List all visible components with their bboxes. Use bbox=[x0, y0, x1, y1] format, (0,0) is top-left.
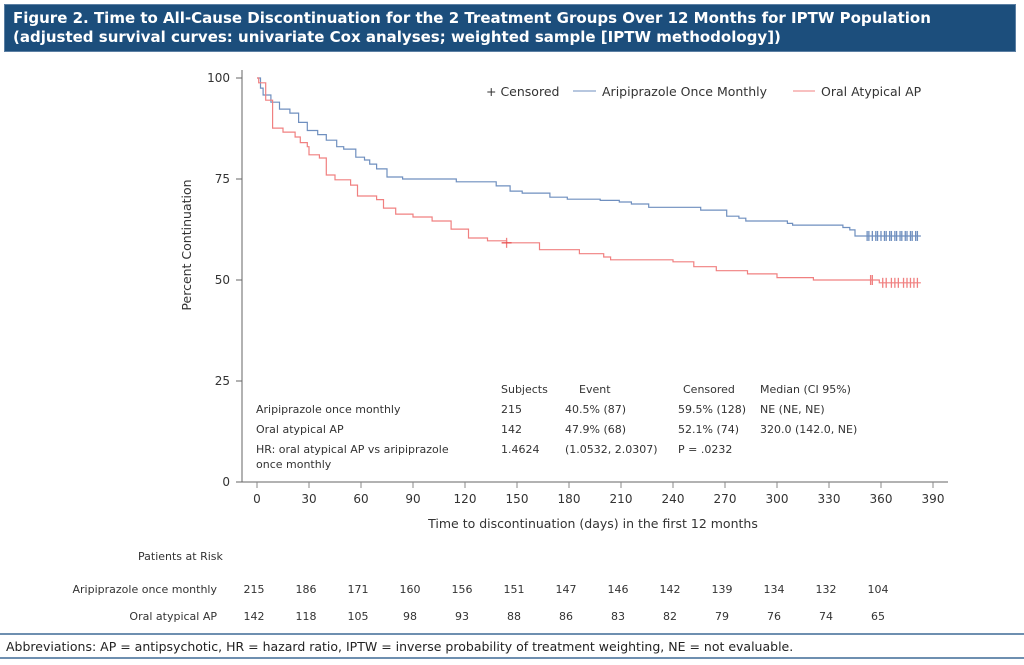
y-tick-label: 50 bbox=[215, 273, 230, 287]
at-risk-value: 160 bbox=[400, 583, 421, 596]
stats-row-label: Oral atypical AP bbox=[256, 423, 344, 436]
stats-cell: 142 bbox=[501, 423, 522, 436]
x-tick-label: 300 bbox=[766, 492, 789, 506]
x-tick-label: 150 bbox=[506, 492, 529, 506]
at-risk-value: 65 bbox=[871, 610, 885, 623]
at-risk-value: 186 bbox=[296, 583, 317, 596]
at-risk-value: 142 bbox=[660, 583, 681, 596]
at-risk-value: 79 bbox=[715, 610, 729, 623]
stats-cell: 59.5% (128) bbox=[678, 403, 746, 416]
at-risk-value: 83 bbox=[611, 610, 625, 623]
curves bbox=[257, 77, 921, 288]
x-tick-label: 270 bbox=[714, 492, 737, 506]
x-tick-label: 180 bbox=[558, 492, 581, 506]
at-risk-value: 142 bbox=[244, 610, 265, 623]
stats-row-label: Aripiprazole once monthly bbox=[256, 403, 401, 416]
at-risk-value: 134 bbox=[764, 583, 785, 596]
at-risk-value: 139 bbox=[712, 583, 733, 596]
x-tick-label: 240 bbox=[662, 492, 685, 506]
y-tick-label: 0 bbox=[222, 475, 230, 489]
stats-cell: P = .0232 bbox=[678, 443, 732, 456]
x-tick-label: 60 bbox=[353, 492, 368, 506]
legend: + Censored Aripiprazole Once Monthly Oral … bbox=[486, 84, 922, 99]
at-risk-value: 74 bbox=[819, 610, 833, 623]
stats-row-label: HR: oral atypical AP vs aripiprazole bbox=[256, 443, 449, 456]
legend-censored: + Censored bbox=[486, 84, 559, 99]
stats-cell: 1.4624 bbox=[501, 443, 540, 456]
at-risk-value: 104 bbox=[868, 583, 889, 596]
at-risk-value: 156 bbox=[452, 583, 473, 596]
stats-header: Censored bbox=[683, 383, 735, 396]
survival-curve-oral bbox=[257, 77, 921, 284]
at-risk-value: 132 bbox=[816, 583, 837, 596]
at-risk-row-label: Aripiprazole once monthly bbox=[73, 583, 218, 596]
y-axis-label: Percent Continuation bbox=[179, 179, 194, 310]
at-risk-value: 171 bbox=[348, 583, 369, 596]
x-tick-label: 30 bbox=[301, 492, 316, 506]
stats-cell: 52.1% (74) bbox=[678, 423, 739, 436]
stats-table: Subjects Event Censored Median (CI 95%) Arip… bbox=[256, 383, 857, 471]
stats-cell: 215 bbox=[501, 403, 522, 416]
at-risk-row-label: Oral atypical AP bbox=[129, 610, 217, 623]
stats-cell: NE (NE, NE) bbox=[760, 403, 825, 416]
y-tick-label: 100 bbox=[207, 71, 230, 85]
y-tick-label: 25 bbox=[215, 374, 230, 388]
x-tick-label: 120 bbox=[454, 492, 477, 506]
stats-header: Event bbox=[579, 383, 611, 396]
x-axis-label: Time to discontinuation (days) in the fi… bbox=[427, 516, 758, 531]
stats-cell: 320.0 (142.0, NE) bbox=[760, 423, 857, 436]
figure-title: Figure 2. Time to All-Cause Discontinuat… bbox=[4, 4, 1016, 52]
at-risk-table: Patients at Risk Aripiprazole once monthl… bbox=[73, 550, 889, 623]
stats-cell: (1.0532, 2.0307) bbox=[565, 443, 658, 456]
stats-header: Median (CI 95%) bbox=[760, 383, 851, 396]
x-tick-label: 0 bbox=[253, 492, 261, 506]
at-risk-value: 76 bbox=[767, 610, 781, 623]
x-tick-label: 390 bbox=[922, 492, 945, 506]
stats-cell: 40.5% (87) bbox=[565, 403, 626, 416]
at-risk-value: 98 bbox=[403, 610, 417, 623]
x-tick-label: 210 bbox=[610, 492, 633, 506]
at-risk-value: 88 bbox=[507, 610, 521, 623]
at-risk-value: 147 bbox=[556, 583, 577, 596]
at-risk-title: Patients at Risk bbox=[138, 550, 224, 563]
x-tick-label: 360 bbox=[870, 492, 893, 506]
abbreviations-footer: Abbreviations: AP = antipsychotic, HR = … bbox=[0, 633, 1024, 659]
at-risk-value: 118 bbox=[296, 610, 317, 623]
legend-oral: Oral Atypical AP bbox=[821, 84, 922, 99]
legend-aripiprazole: Aripiprazole Once Monthly bbox=[602, 84, 768, 99]
at-risk-value: 215 bbox=[244, 583, 265, 596]
at-risk-value: 151 bbox=[504, 583, 525, 596]
survival-curve-aripiprazole bbox=[257, 77, 921, 237]
stats-cell: 47.9% (68) bbox=[565, 423, 626, 436]
x-tick-label: 330 bbox=[818, 492, 841, 506]
at-risk-value: 82 bbox=[663, 610, 677, 623]
x-tick-label: 90 bbox=[405, 492, 420, 506]
at-risk-value: 86 bbox=[559, 610, 573, 623]
stats-header: Subjects bbox=[501, 383, 548, 396]
stats-row-label-2: once monthly bbox=[256, 458, 332, 471]
at-risk-value: 105 bbox=[348, 610, 369, 623]
at-risk-value: 146 bbox=[608, 583, 629, 596]
at-risk-value: 93 bbox=[455, 610, 469, 623]
axes: 0 25 50 75 100 0 30 60 90 120 150 180 210 240 270 300 33… bbox=[179, 70, 948, 531]
y-tick-label: 75 bbox=[215, 172, 230, 186]
